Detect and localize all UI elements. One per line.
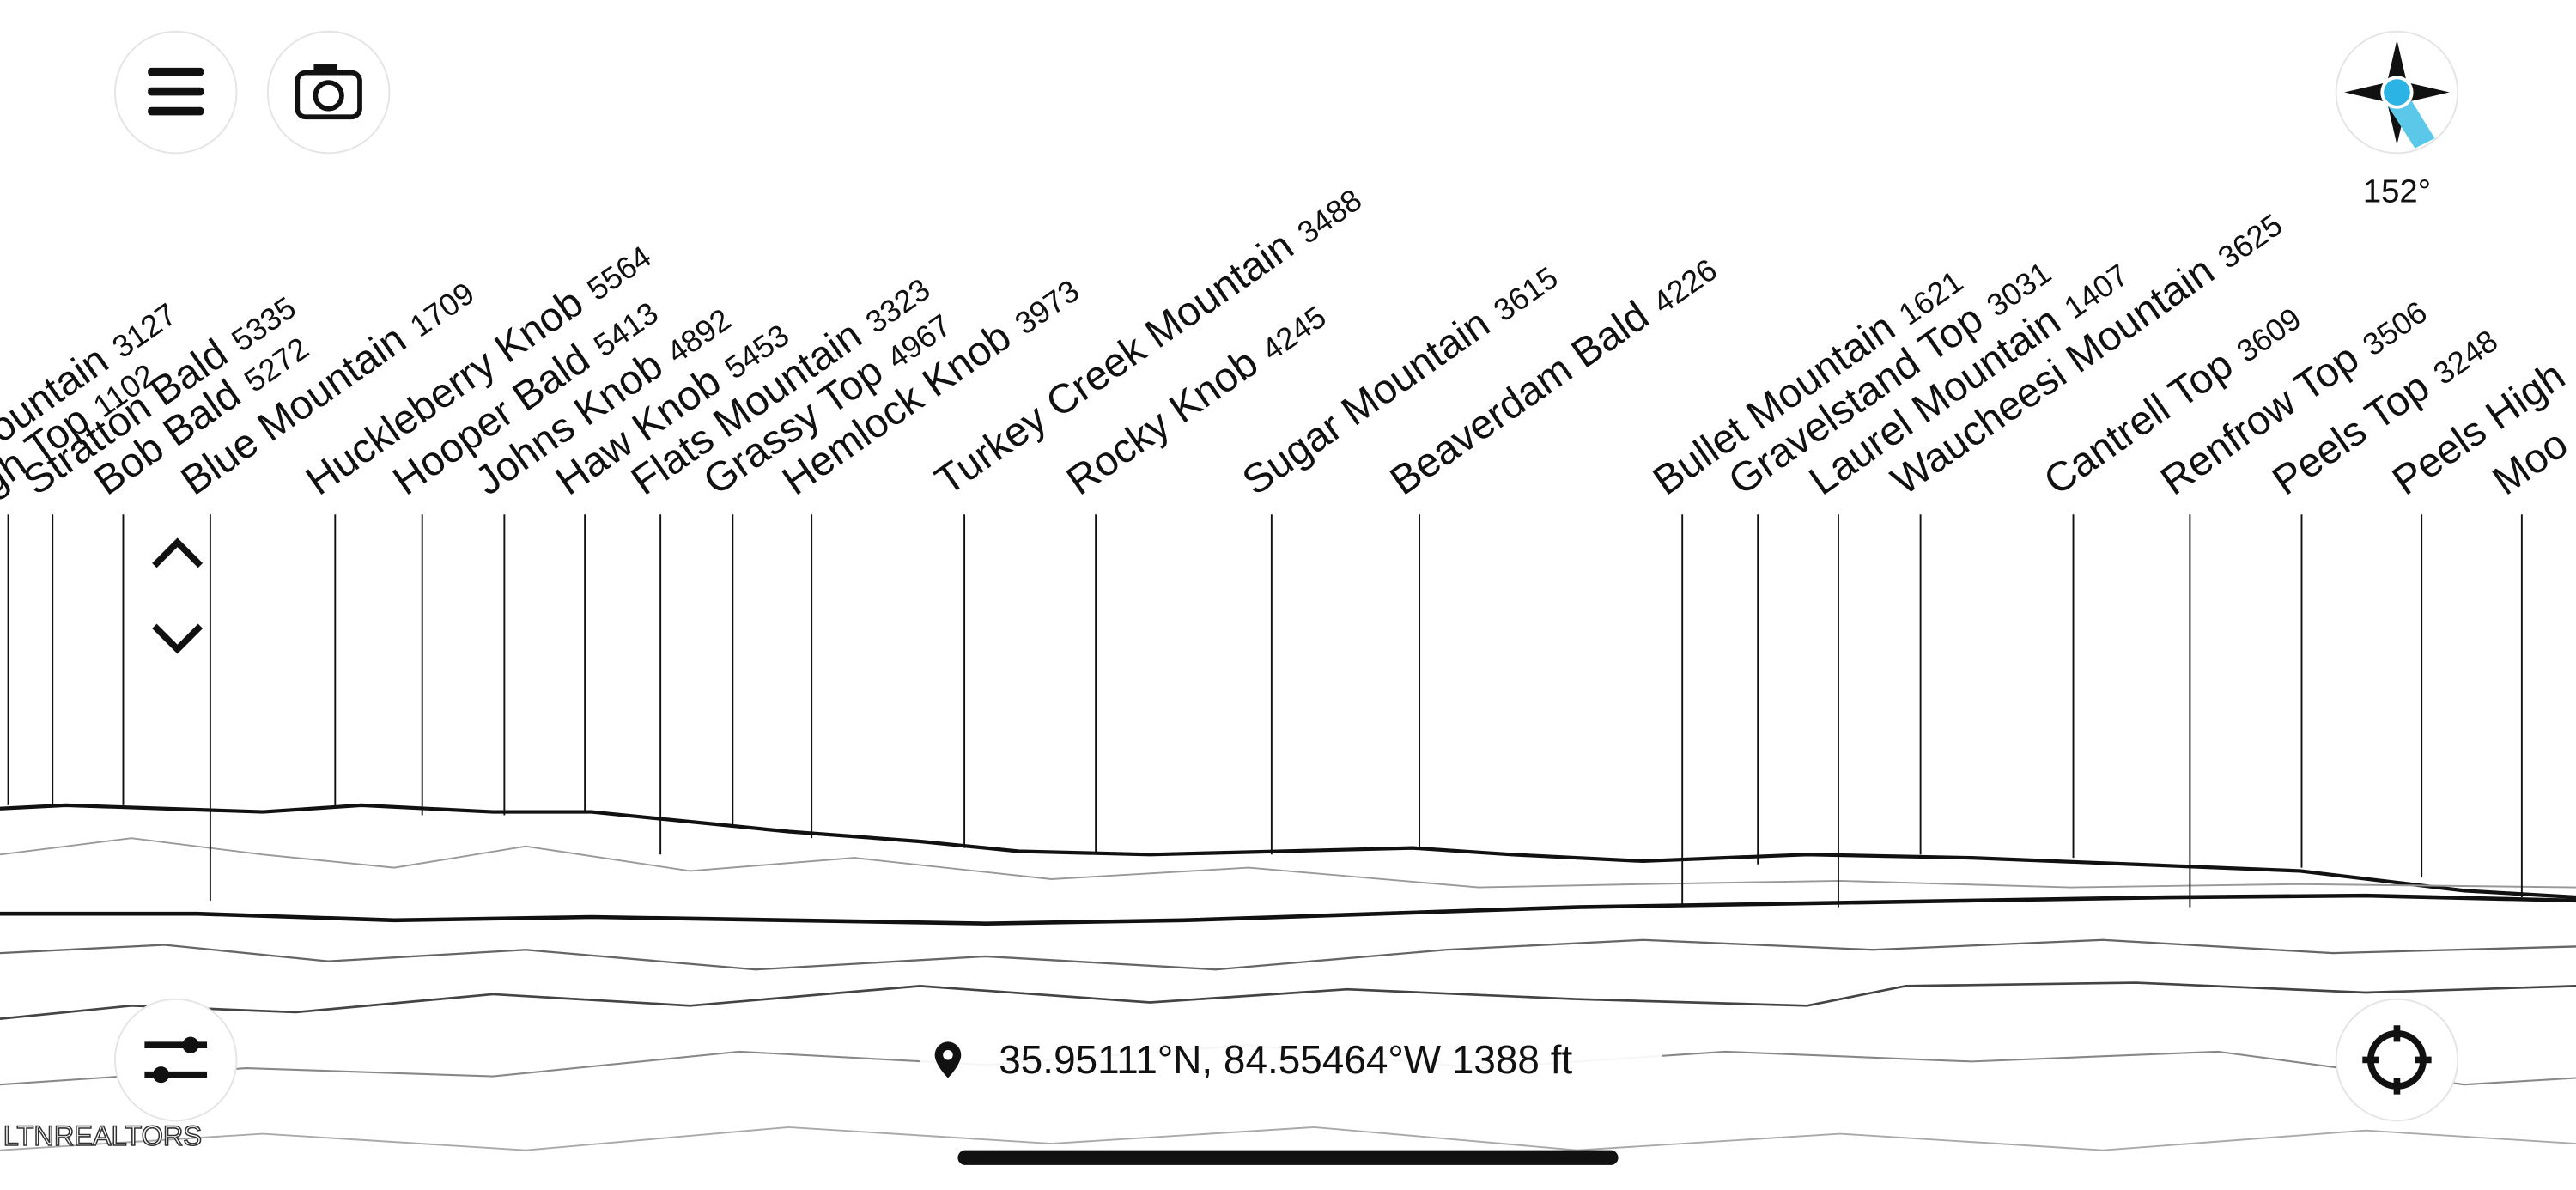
peak-elevation: 3127: [106, 296, 183, 365]
peak-elevation: 3625: [2212, 207, 2289, 276]
peak-elevation: 4245: [1255, 299, 1333, 367]
peak-elevation: 3248: [2427, 323, 2504, 392]
location-pill[interactable]: 35.95111°N, 84.55464°W 1388 ft: [920, 1022, 1663, 1098]
filter-button[interactable]: [113, 998, 238, 1122]
peak-elevation: 4226: [1646, 252, 1723, 320]
peak-elevation: 1709: [404, 276, 481, 344]
recenter-button[interactable]: [2335, 998, 2459, 1122]
compass-button[interactable]: [2335, 30, 2459, 155]
menu-button[interactable]: [113, 30, 238, 155]
up-arrow[interactable]: [152, 537, 204, 568]
watermark: LTNREALTORS: [3, 1120, 202, 1151]
peak-elevation: 3615: [1487, 259, 1564, 328]
peak-elevation: 3488: [1291, 182, 1368, 251]
heading: 152°: [2363, 173, 2431, 210]
camera-button[interactable]: [266, 30, 391, 155]
location-text: 35.95111°N, 84.55464°W 1388 ft: [999, 1037, 1572, 1082]
peak-elevation: 3506: [2356, 294, 2433, 363]
peak-elevation: 3609: [2230, 301, 2307, 369]
peak-name: Beaverdam Bald: [1382, 293, 1657, 504]
down-arrow[interactable]: [152, 623, 204, 654]
home-indicator: [957, 1150, 1619, 1165]
zoom-controls: [152, 537, 204, 654]
peak-elevation: 3973: [1008, 273, 1085, 342]
